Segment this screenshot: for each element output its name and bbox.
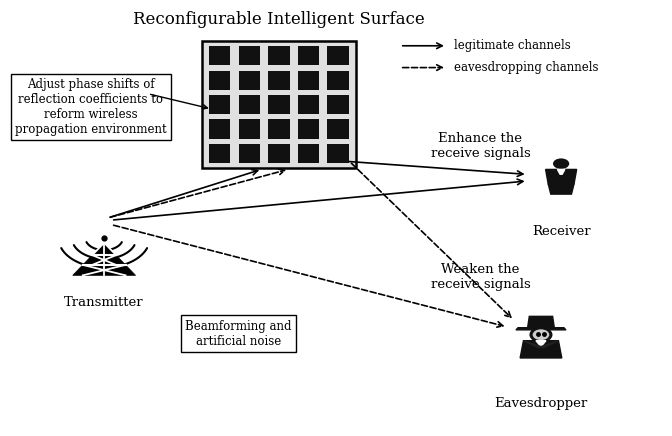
- Bar: [239, 95, 260, 114]
- Bar: [209, 46, 230, 65]
- Bar: [327, 46, 349, 65]
- Bar: [268, 119, 290, 139]
- Bar: [239, 119, 260, 139]
- Bar: [268, 46, 290, 65]
- Polygon shape: [557, 170, 564, 176]
- Bar: [298, 46, 319, 65]
- Bar: [209, 119, 230, 139]
- Polygon shape: [548, 184, 574, 194]
- Polygon shape: [546, 170, 577, 184]
- Polygon shape: [523, 341, 541, 348]
- Text: Enhance the
receive signals: Enhance the receive signals: [431, 132, 530, 160]
- Text: legitimate channels: legitimate channels: [454, 39, 571, 52]
- Bar: [298, 95, 319, 114]
- Bar: [268, 144, 290, 163]
- Polygon shape: [516, 328, 566, 330]
- Bar: [268, 71, 290, 90]
- Circle shape: [530, 328, 552, 342]
- Polygon shape: [520, 341, 562, 358]
- Circle shape: [533, 329, 549, 340]
- Text: Eavesdropper: Eavesdropper: [495, 397, 587, 410]
- Polygon shape: [536, 341, 546, 347]
- Bar: [239, 144, 260, 163]
- Bar: [239, 46, 260, 65]
- Text: Receiver: Receiver: [532, 225, 591, 238]
- Text: Beamforming and
artificial noise: Beamforming and artificial noise: [185, 320, 292, 347]
- Text: Weaken the
receive signals: Weaken the receive signals: [431, 263, 530, 291]
- Bar: [327, 71, 349, 90]
- Bar: [298, 71, 319, 90]
- Circle shape: [553, 158, 569, 169]
- Text: Adjust phase shifts of
reflection coefficients to
reform wireless
propagation en: Adjust phase shifts of reflection coeffi…: [15, 78, 167, 136]
- Bar: [327, 144, 349, 163]
- Text: Reconfigurable Intelligent Surface: Reconfigurable Intelligent Surface: [133, 11, 425, 28]
- Polygon shape: [541, 341, 558, 348]
- Bar: [202, 41, 356, 168]
- Bar: [209, 71, 230, 90]
- Bar: [209, 95, 230, 114]
- Polygon shape: [528, 317, 554, 328]
- Bar: [239, 71, 260, 90]
- Bar: [298, 144, 319, 163]
- Bar: [327, 95, 349, 114]
- Text: Transmitter: Transmitter: [65, 296, 144, 310]
- Bar: [298, 119, 319, 139]
- Text: eavesdropping channels: eavesdropping channels: [454, 61, 598, 74]
- Bar: [268, 95, 290, 114]
- Bar: [209, 144, 230, 163]
- Bar: [327, 119, 349, 139]
- Polygon shape: [559, 176, 563, 183]
- Polygon shape: [73, 243, 136, 276]
